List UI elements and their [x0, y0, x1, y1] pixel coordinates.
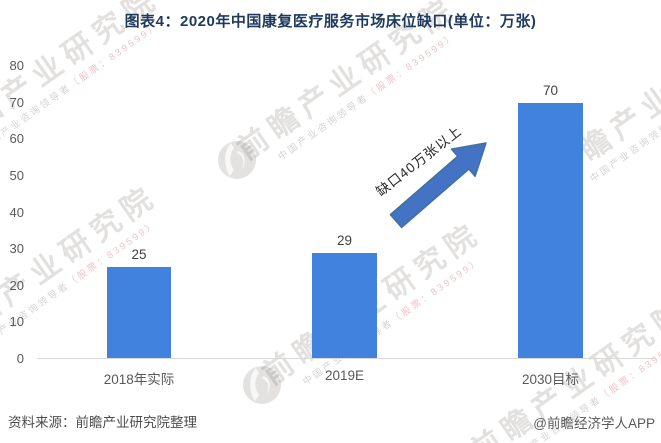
y-tick-label: 20	[9, 277, 24, 293]
x-category-label: 2018年实际	[103, 372, 175, 387]
bar	[106, 267, 172, 358]
y-tick-label: 10	[9, 314, 24, 330]
qianzhan-logo-icon	[243, 366, 281, 404]
x-category-label: 2019E	[324, 368, 365, 383]
gap-annotation-label: 缺口40万张以上	[373, 123, 465, 200]
y-tick-label: 50	[9, 167, 24, 183]
y-tick-label: 30	[9, 241, 24, 257]
y-tick-label: 0	[16, 351, 24, 366]
bar	[518, 102, 583, 358]
bar-value-label: 25	[131, 247, 147, 263]
app-credit: @前瞻经济学人APP	[533, 416, 655, 431]
bar-value-label: 29	[336, 232, 353, 248]
y-tick-label: 80	[9, 58, 24, 73]
watermark-unit: 前瞻产业研究院 中国产业咨询领导者（股票：839599）	[217, 0, 463, 180]
y-tick-label: 40	[9, 204, 24, 220]
qianzhan-logo-icon	[218, 141, 256, 179]
watermark-unit: 前瞻产业研究院 中国产业咨询领导者（股票：839599）	[242, 216, 488, 405]
x-category-label: 2030目标	[521, 372, 580, 387]
bar-value-label: 70	[542, 82, 559, 98]
y-tick-label: 60	[9, 131, 24, 147]
source-note: 资料来源：前瞻产业研究院整理	[8, 415, 197, 430]
y-tick-label: 70	[9, 94, 24, 110]
bar	[312, 252, 377, 358]
x-axis-line	[37, 358, 656, 359]
chart-title: 图表4：2020年中国康复医疗服务市场床位缺口(单位：万张)	[124, 13, 537, 30]
